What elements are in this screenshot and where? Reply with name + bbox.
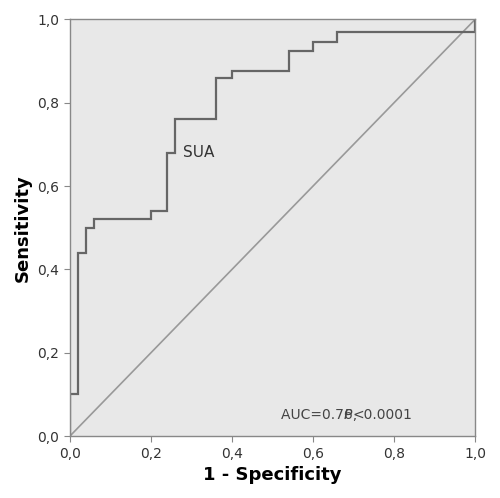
Text: P: P <box>344 408 352 422</box>
Text: <0.0001: <0.0001 <box>352 408 412 422</box>
Text: AUC=0.76,: AUC=0.76, <box>280 408 361 422</box>
X-axis label: 1 - Specificity: 1 - Specificity <box>203 466 342 484</box>
Text: SUA: SUA <box>184 145 214 160</box>
Y-axis label: Sensitivity: Sensitivity <box>14 174 32 282</box>
